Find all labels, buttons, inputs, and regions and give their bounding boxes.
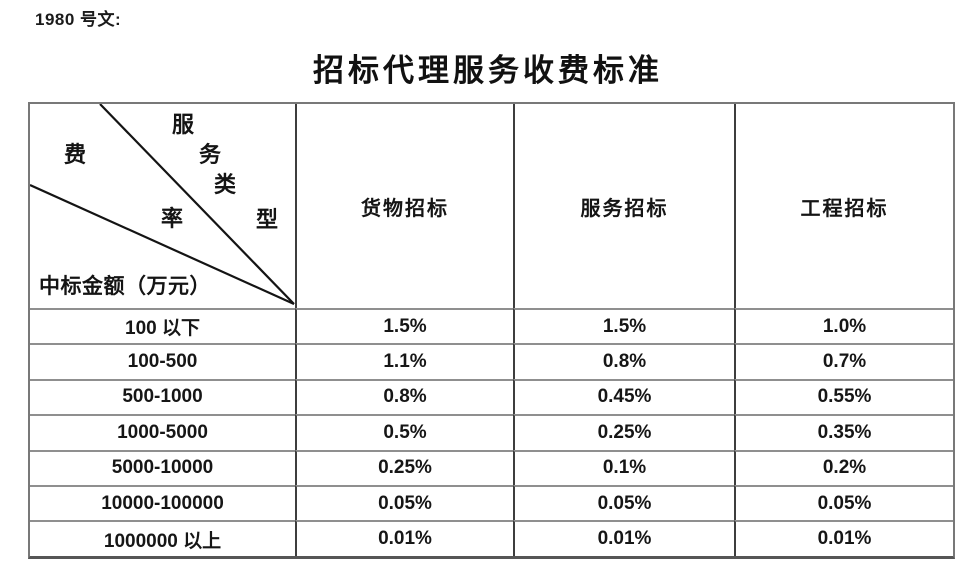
corner-header-cell: 服 务 类 型 费 率 中标金额（万元）	[30, 104, 295, 308]
rate-cell-works: 1.0%	[734, 308, 953, 344]
diagonal-divider-lines	[30, 104, 295, 306]
rate-cell-works: 0.7%	[734, 343, 953, 379]
rate-cell-works: 0.05%	[734, 484, 953, 521]
column-header-services-bidding: 服务招标	[513, 104, 734, 308]
amount-range-cell: 500-1000	[30, 378, 295, 414]
column-header-works-bidding: 工程招标	[734, 104, 953, 308]
corner-type-char: 服	[172, 112, 195, 137]
rate-cell-services: 0.1%	[513, 449, 734, 485]
corner-fee-char: 费	[64, 142, 87, 167]
rate-cell-services: 1.5%	[513, 308, 734, 344]
corner-amount-axis-label: 中标金额（万元）	[39, 274, 211, 298]
corner-type-char: 类	[214, 172, 237, 197]
rate-cell-services: 0.01%	[513, 520, 734, 556]
rate-cell-works: 0.55%	[734, 378, 953, 415]
rate-cell-goods: 1.5%	[295, 308, 513, 344]
rate-cell-services: 0.45%	[513, 378, 734, 415]
corner-type-char: 务	[199, 142, 222, 167]
rate-cell-works: 0.2%	[734, 449, 953, 485]
page-title: 招标代理服务收费标准	[313, 53, 663, 88]
amount-range-cell: 1000000 以上	[30, 520, 295, 555]
document-number: 1980 号文:	[35, 10, 122, 29]
rate-cell-goods: 0.8%	[295, 378, 513, 415]
corner-type-char: 型	[256, 207, 279, 232]
corner-fee-char: 率	[161, 206, 184, 231]
column-header-goods-bidding: 货物招标	[295, 104, 513, 308]
rate-cell-goods: 0.05%	[295, 484, 513, 521]
rate-cell-services: 0.8%	[513, 343, 734, 379]
rate-cell-goods: 0.25%	[295, 449, 513, 485]
rate-cell-goods: 0.5%	[295, 414, 513, 450]
rate-cell-services: 0.05%	[513, 484, 734, 521]
amount-range-cell: 1000-5000	[30, 414, 295, 449]
amount-range-cell: 100-500	[30, 343, 295, 378]
amount-range-cell: 5000-10000	[30, 449, 295, 485]
rate-cell-works: 0.35%	[734, 414, 953, 450]
rate-cell-goods: 1.1%	[295, 343, 513, 379]
fee-standard-table: 服 务 类 型 费 率 中标金额（万元） 货物招标 服务招标 工程招标 100 …	[28, 102, 955, 559]
rate-cell-services: 0.25%	[513, 414, 734, 450]
rate-cell-works: 0.01%	[734, 520, 953, 556]
rate-cell-goods: 0.01%	[295, 520, 513, 556]
amount-range-cell: 100 以下	[30, 308, 295, 343]
amount-range-cell: 10000-100000	[30, 484, 295, 520]
